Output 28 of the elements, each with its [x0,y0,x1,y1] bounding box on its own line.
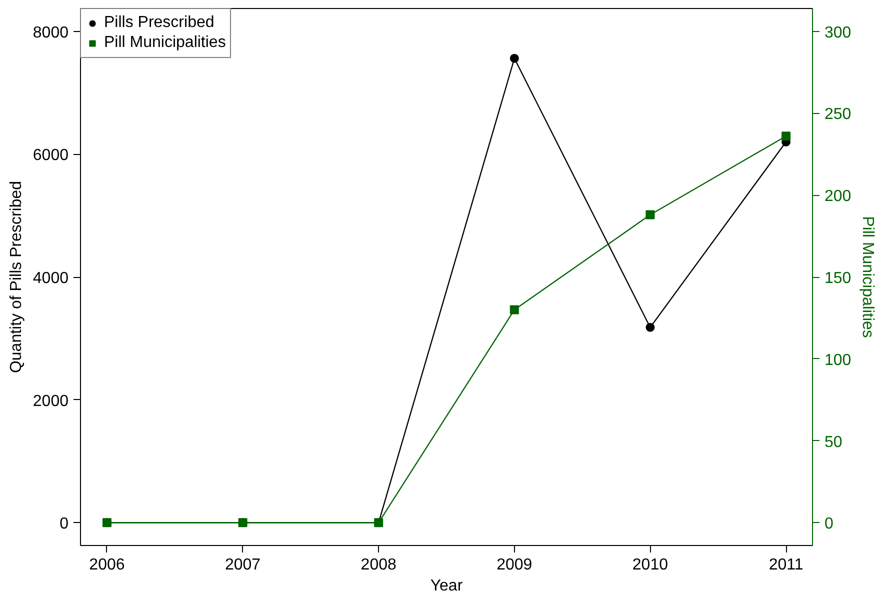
x-tick-label: 2007 [224,556,261,574]
y2-axis-title: Pill Municipalities [859,216,876,338]
y-tick-label: 0 [60,516,69,533]
y2-tick-label: 50 [824,434,842,451]
x-axis-title: Year [430,578,464,594]
legend-label: Pill Municipalities [104,34,226,52]
x-tick-label: 2006 [89,556,125,574]
point [510,54,519,63]
legend-label: Pills Prescribed [104,14,214,32]
y2-tick-label: 250 [824,106,852,124]
point [782,132,791,141]
x-tick-label: 2009 [496,556,532,574]
y2-tick-label: 0 [824,516,834,533]
y-tick-label: 8000 [32,24,69,42]
y2-tick-label: 150 [824,270,852,287]
point [510,305,519,314]
y2-tick-label: 300 [824,24,852,42]
point [646,210,655,220]
y-tick-label: 4000 [32,270,69,287]
x-tick-label: 2008 [360,556,396,574]
y2-tick-label: 100 [824,352,852,369]
point [646,322,655,332]
y2-tick-label: 200 [824,188,852,206]
x-tick-label: 2010 [632,556,668,574]
x-tick-label: 2011 [768,556,804,574]
y-tick-label: 2000 [32,392,69,410]
y-axis-title: Quantity of Pills Prescribed [8,180,25,374]
y-tick-label: 6000 [32,147,69,164]
